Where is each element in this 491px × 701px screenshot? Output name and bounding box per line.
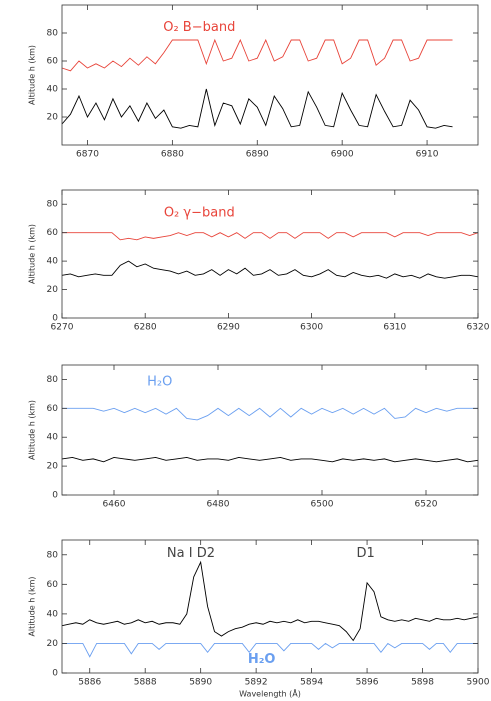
x-tick-label: 6480 <box>207 500 230 510</box>
y-tick-label: 60 <box>47 580 59 590</box>
x-tick-label: 6280 <box>134 323 157 333</box>
x-tick-label: 6890 <box>246 150 269 160</box>
annotation: O₂ γ−band <box>164 206 235 221</box>
annotation: D1 <box>357 546 375 561</box>
x-tick-label: 5892 <box>245 678 268 688</box>
y-axis-label: Altitude h (km) <box>28 45 37 105</box>
spectrum-line <box>61 260 479 279</box>
plot-frame <box>61 539 479 674</box>
y-tick-label: 0 <box>52 669 58 679</box>
annotation: Na I D2 <box>167 546 215 561</box>
x-tick-label: 6300 <box>300 323 323 333</box>
y-tick-label: 80 <box>47 200 59 210</box>
y-tick-label: 80 <box>47 375 59 385</box>
plot-frame <box>61 189 479 319</box>
y-tick-label: 80 <box>47 550 59 560</box>
y-tick-label: 40 <box>47 433 59 443</box>
x-tick-label: 6460 <box>103 500 126 510</box>
x-tick-label: 6500 <box>311 500 334 510</box>
annotation: O₂ B−band <box>163 20 235 35</box>
plot-frame <box>61 364 479 496</box>
y-tick-label: 20 <box>47 113 59 123</box>
x-tick-label: 5896 <box>356 678 379 688</box>
y-axis-label: Altitude h (km) <box>28 400 37 460</box>
annotation: H₂O <box>248 652 276 667</box>
spectrum-line <box>61 88 453 129</box>
spectrum-line <box>62 407 478 421</box>
x-tick-label: 5888 <box>134 678 157 688</box>
x-tick-label: 5890 <box>189 678 212 688</box>
x-tick-label: 6520 <box>415 500 438 510</box>
y-tick-label: 20 <box>47 462 59 472</box>
y-tick-label: 60 <box>47 57 59 67</box>
y-tick-label: 60 <box>47 404 59 414</box>
y-tick-label: 40 <box>47 257 59 267</box>
y-tick-label: 40 <box>47 609 59 619</box>
x-tick-label: 6870 <box>76 150 99 160</box>
y-tick-label: 80 <box>47 29 59 39</box>
x-tick-label: 6910 <box>416 150 439 160</box>
y-tick-label: 20 <box>47 285 59 295</box>
y-tick-label: 60 <box>47 228 59 238</box>
spectrum-line <box>61 456 479 463</box>
x-tick-label: 6270 <box>51 323 74 333</box>
x-tick-label: 5898 <box>411 678 434 688</box>
spectrum-line <box>62 642 478 658</box>
x-tick-label: 6310 <box>383 323 406 333</box>
annotation: H₂O <box>147 374 172 389</box>
spectrum-line <box>61 560 479 642</box>
y-tick-label: 40 <box>47 85 59 95</box>
x-tick-label: 6320 <box>467 323 490 333</box>
y-tick-label: 0 <box>52 314 58 324</box>
plot-frame <box>61 4 479 146</box>
x-tick-label: 5886 <box>78 678 101 688</box>
y-axis-label: Altitude h (km) <box>28 576 37 636</box>
x-tick-label: 5894 <box>300 678 323 688</box>
x-tick-label: 5900 <box>467 678 490 688</box>
y-tick-label: 0 <box>52 491 58 501</box>
x-tick-label: 6900 <box>331 150 354 160</box>
spectrum-line <box>62 232 479 241</box>
x-tick-label: 6880 <box>161 150 184 160</box>
x-tick-label: 6290 <box>217 323 240 333</box>
y-tick-label: 20 <box>47 639 59 649</box>
spectrum-line <box>61 38 453 72</box>
x-axis-label: Wavelength (Å) <box>239 688 301 699</box>
y-axis-label: Altitude h (km) <box>28 224 37 284</box>
